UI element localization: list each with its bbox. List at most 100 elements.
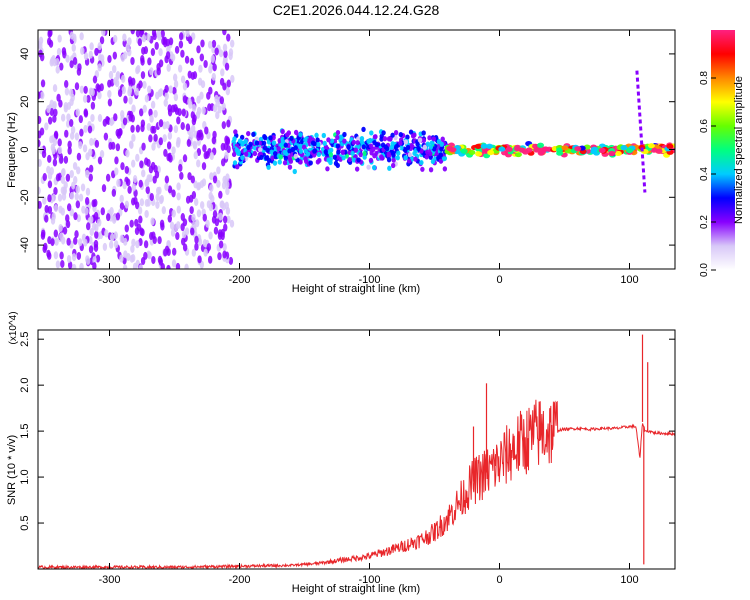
colorbar-tick-label: 0.2 — [699, 215, 710, 229]
spectrogram-cell — [328, 156, 333, 163]
spectrogram-cell — [41, 150, 47, 159]
spectrogram-cell — [310, 140, 316, 146]
spectrogram-cell — [403, 139, 409, 145]
spectrogram-cell — [243, 138, 248, 145]
spectrogram-cell — [42, 196, 47, 205]
spectrogram-cell — [202, 213, 207, 222]
spectrogram-cell — [71, 253, 77, 262]
spectrogram-cell — [199, 91, 204, 100]
spectrogram-cell — [182, 154, 188, 163]
snr-plot-area — [38, 330, 675, 569]
spectrogram-cell — [73, 236, 78, 245]
spectrogram-cell — [109, 118, 114, 127]
spectrogram-cell — [49, 107, 55, 116]
spectrogram-cell — [155, 186, 161, 195]
spectrogram-cell — [358, 152, 363, 158]
spectrogram-cell — [180, 122, 185, 131]
spectrogram-cell — [277, 159, 282, 165]
spectrogram-cell — [87, 125, 93, 134]
spectrogram-cell — [158, 137, 164, 146]
colorbar-label: Normalized spectral amplitude — [733, 76, 745, 224]
spectrogram-cell — [190, 124, 196, 133]
spectrogram-cell — [206, 91, 211, 100]
spectrogram-cell — [47, 194, 52, 203]
spectrogram-cell — [184, 55, 190, 64]
spectrogram-cell — [124, 165, 130, 174]
spectrogram-cell — [53, 251, 59, 260]
spectrogram-cell — [163, 148, 168, 157]
snr-series-line — [38, 399, 675, 569]
spectrogram-cell — [144, 94, 150, 103]
spectrogram-cell — [67, 261, 73, 269]
snr-ytick-label: 2.5 — [19, 332, 31, 347]
snr-xtick-label: 100 — [620, 574, 638, 586]
spectrogram-cell — [161, 37, 166, 46]
spectrogram-cell — [79, 262, 84, 269]
spectrogram-cell — [178, 40, 184, 49]
spectrogram-cell — [127, 48, 132, 57]
spectrogram-cell — [105, 173, 111, 182]
spectrogram-cell — [251, 131, 256, 137]
spectrogram-ytick-label: 20 — [19, 96, 31, 108]
spectrogram-cell — [122, 117, 128, 126]
spectrogram-cell — [353, 147, 359, 153]
spectrogram-cell — [537, 142, 545, 148]
spectrogram-cell — [403, 147, 408, 153]
spectrogram-cell — [335, 129, 341, 136]
spectrogram-cell — [209, 152, 214, 161]
spectrogram-cell — [50, 238, 55, 247]
spectrogram-cell — [381, 130, 386, 136]
spectrogram-cell — [49, 99, 54, 108]
spectrogram-cell — [403, 155, 408, 161]
spectrogram-cell — [655, 148, 663, 154]
spectrogram-ytick-label: 0 — [19, 146, 31, 152]
spectrogram-cell — [89, 42, 94, 51]
spectrogram-cell — [416, 145, 421, 152]
spectrogram-cell — [153, 164, 158, 173]
spectrogram-cell — [391, 157, 396, 163]
spectrogram-cell — [49, 167, 54, 176]
spectrogram-cell — [209, 172, 214, 181]
spectrogram-region — [231, 126, 450, 175]
spectrogram-cell — [153, 133, 158, 142]
spectrogram-cell — [89, 137, 94, 146]
spectrogram-ylabel: Frequency (Hz) — [6, 112, 18, 188]
spectrogram-cell — [328, 152, 334, 158]
spectrogram-cell — [97, 156, 103, 165]
spectrogram-cell — [131, 183, 137, 192]
spectrogram-cell — [100, 207, 105, 216]
spectrogram-cell — [70, 125, 76, 134]
spectrogram-cell — [90, 88, 95, 97]
spectrogram-cell — [131, 77, 136, 86]
spectrogram-cell — [107, 89, 112, 98]
spectrogram-cell — [282, 160, 288, 166]
spectrogram-cell — [235, 164, 240, 170]
spectrogram-cell — [101, 30, 106, 37]
spectrogram-cell — [43, 242, 48, 251]
spectrogram-cell — [119, 254, 124, 263]
spectrogram-xtick-label: 100 — [620, 274, 638, 286]
spectrogram-cell — [219, 200, 224, 209]
spectrogram-cell — [83, 85, 88, 94]
spectrogram-cell — [156, 67, 161, 76]
spectrogram-cell — [113, 77, 118, 86]
spectrogram-cell — [391, 152, 396, 158]
spectrogram-cell — [68, 88, 74, 97]
spectrogram-cell — [94, 47, 99, 56]
spectrogram-cell — [362, 154, 367, 160]
spectrogram-cell — [356, 157, 361, 163]
spectrogram-cell — [218, 212, 223, 221]
spectrogram-cell — [194, 219, 200, 228]
spectrogram-cell — [420, 166, 425, 172]
spectrogram-cell — [147, 57, 152, 66]
spectrogram-cell — [147, 85, 152, 94]
spectrogram-cell — [217, 105, 222, 114]
spectrogram-cell — [235, 149, 240, 155]
spectrogram-cell — [173, 93, 179, 102]
spectrogram-cell — [347, 156, 352, 163]
spectrogram-cell — [86, 94, 91, 103]
spectrogram-cell — [287, 164, 293, 170]
spectrogram-cell — [398, 131, 403, 138]
spectrogram-cell — [78, 141, 83, 150]
spectrogram-cell — [57, 193, 63, 202]
